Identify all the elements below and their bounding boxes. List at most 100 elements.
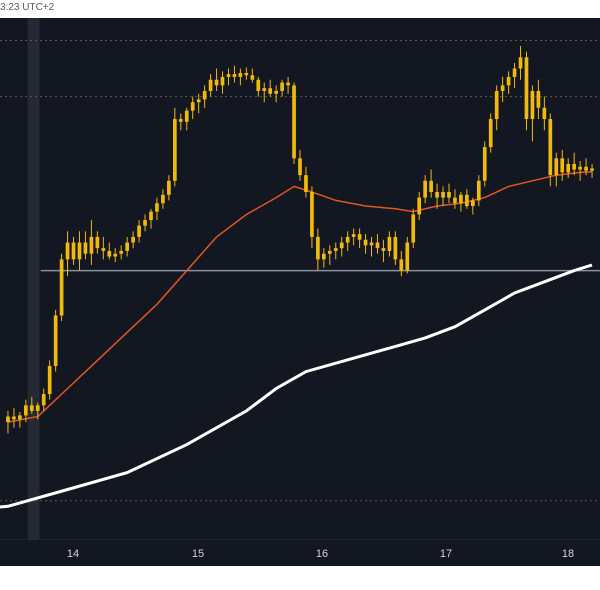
candle-body	[357, 234, 362, 240]
candle-body	[578, 166, 582, 170]
candle	[232, 65, 237, 83]
candle	[286, 76, 290, 94]
candle-body	[208, 79, 213, 91]
candlesticks	[6, 46, 594, 434]
candle-body	[351, 234, 356, 237]
candle-body	[274, 90, 279, 94]
candle-body	[321, 253, 326, 260]
candle-body	[202, 90, 207, 100]
candle	[369, 236, 374, 257]
x-tick-label: 14	[67, 548, 79, 560]
candle-body	[12, 416, 16, 420]
price-chart[interactable]: 14 15 16 17 18	[0, 0, 600, 566]
candle	[375, 234, 380, 254]
candle	[560, 149, 565, 181]
candle	[488, 113, 493, 153]
candle-body	[482, 147, 487, 181]
candle-body	[500, 85, 505, 91]
candle	[238, 68, 243, 86]
candle-body	[196, 99, 201, 103]
candle-body	[101, 248, 106, 251]
candle	[161, 189, 165, 209]
candle	[131, 231, 135, 249]
candle	[65, 231, 70, 277]
candle-body	[453, 197, 457, 204]
x-tick-label: 16	[316, 548, 328, 560]
ma-long-line	[0, 263, 593, 509]
candle-body	[304, 175, 308, 192]
candle-body	[447, 192, 451, 198]
candle-body	[41, 394, 46, 406]
candle	[584, 158, 588, 176]
candle	[482, 141, 487, 187]
candle	[125, 236, 130, 257]
candle-body	[560, 158, 565, 173]
candle	[35, 402, 40, 420]
x-tick-label: 15	[192, 548, 204, 560]
candle	[405, 236, 410, 274]
candle	[77, 231, 82, 271]
candle-body	[435, 192, 439, 198]
candle	[250, 68, 255, 83]
candle-body	[244, 73, 249, 76]
candle	[18, 412, 22, 428]
candle-body	[327, 250, 332, 254]
candle-body	[566, 163, 571, 173]
candle	[554, 152, 559, 187]
candle-body	[59, 259, 64, 316]
candle	[411, 208, 416, 249]
candle	[190, 96, 195, 120]
candle	[459, 192, 463, 212]
candle-body	[387, 236, 392, 251]
candle	[476, 175, 481, 207]
candle-body	[292, 85, 296, 159]
candle	[137, 220, 141, 243]
candle-body	[530, 90, 535, 120]
candle	[149, 208, 153, 229]
candle-body	[476, 180, 481, 201]
candle	[83, 231, 88, 260]
candle	[23, 399, 28, 423]
candle-body	[316, 236, 320, 260]
candle-body	[345, 236, 350, 243]
candle	[453, 189, 457, 209]
candle	[321, 248, 326, 268]
candle-body	[488, 119, 493, 148]
candle-body	[298, 158, 302, 176]
candle	[95, 231, 100, 254]
candle	[435, 183, 439, 209]
candle-body	[518, 57, 523, 69]
candle-body	[429, 180, 433, 192]
candle-body	[393, 236, 398, 260]
candle-body	[23, 405, 28, 416]
candle-body	[18, 415, 22, 420]
candle	[244, 67, 249, 80]
candle	[447, 183, 451, 204]
candle	[214, 68, 219, 91]
candle-body	[220, 76, 225, 86]
candle	[548, 113, 553, 187]
candle-body	[172, 119, 177, 181]
candle-body	[554, 158, 559, 176]
candle	[107, 242, 112, 260]
candle	[339, 236, 344, 257]
candle	[363, 234, 368, 254]
candle	[220, 71, 225, 94]
candle-body	[375, 242, 380, 249]
candle-body	[35, 405, 40, 411]
candle-body	[441, 192, 445, 198]
candle	[399, 250, 404, 277]
candle-body	[268, 88, 273, 94]
candle	[518, 46, 523, 80]
candle-body	[143, 220, 147, 226]
candle	[101, 236, 106, 260]
candle-body	[238, 73, 243, 77]
highlight-band	[27, 18, 40, 540]
candle-body	[214, 79, 219, 86]
candle-body	[369, 242, 374, 246]
candle-body	[107, 250, 112, 257]
candle	[71, 236, 76, 265]
candle-body	[71, 242, 76, 260]
candle-body	[161, 194, 165, 204]
candle-body	[149, 211, 153, 221]
